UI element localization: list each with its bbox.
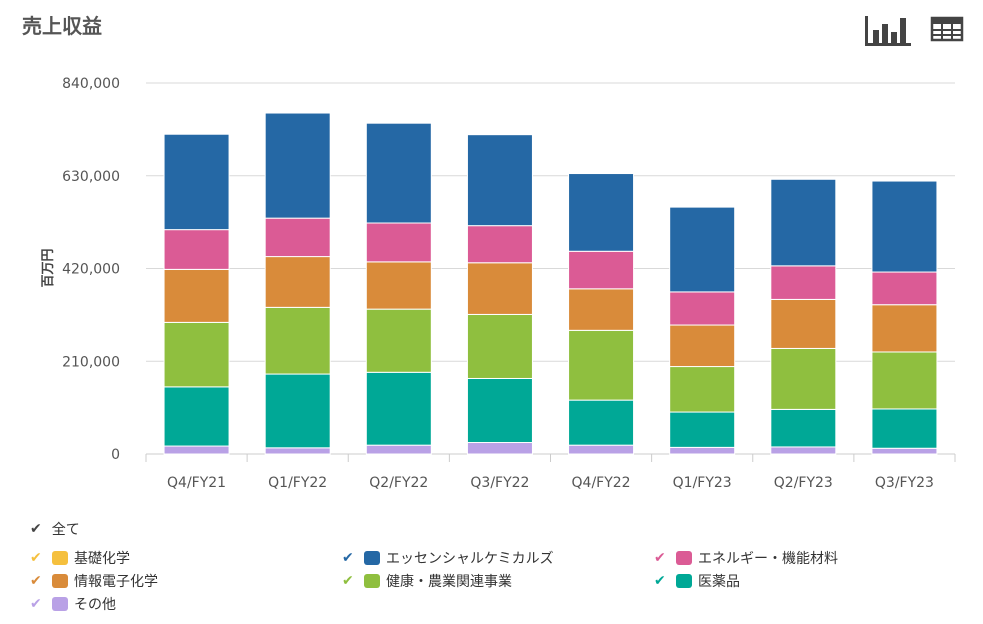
bar-segment: [466, 225, 533, 264]
legend-item[interactable]: ✔ 医薬品: [654, 571, 740, 591]
check-icon: ✔: [30, 521, 42, 537]
bar-segment: [466, 313, 533, 379]
bar-segment: [871, 351, 938, 410]
bar-segment: [669, 324, 736, 368]
bar-segment: [669, 206, 736, 293]
bar-segment: [669, 291, 736, 326]
x-tick-label: Q3/FY22: [470, 475, 529, 491]
check-icon: ✔: [342, 550, 354, 566]
bar-segment: [466, 442, 533, 455]
bar-segment: [163, 445, 230, 455]
legend-select-all[interactable]: ✔ 全て: [30, 519, 80, 539]
legend-item[interactable]: ✔ その他: [30, 594, 116, 614]
bar-segment: [264, 217, 331, 258]
y-axis-label: 百万円: [41, 248, 56, 287]
bar-segment: [568, 444, 635, 455]
bar-segment: [568, 288, 635, 331]
x-tick-label: Q4/FY21: [167, 475, 226, 491]
x-tick-label: Q1/FY22: [268, 475, 327, 491]
bar-segment: [770, 446, 837, 455]
bar-segment: [568, 250, 635, 290]
legend-item[interactable]: ✔ エッセンシャルケミカルズ: [342, 548, 554, 568]
legend-label: 医薬品: [698, 574, 740, 590]
check-icon: ✔: [30, 573, 42, 589]
bar-segment: [871, 304, 938, 353]
legend-swatch: [676, 551, 692, 565]
x-tick-label: Q4/FY22: [572, 475, 631, 491]
bar-segment: [669, 411, 736, 448]
check-icon: ✔: [30, 596, 42, 612]
bar-segment: [770, 265, 837, 300]
bar-segment: [466, 377, 533, 444]
legend-item[interactable]: ✔ 情報電子化学: [30, 571, 158, 591]
bar-segment: [264, 447, 331, 455]
table-view-button[interactable]: [924, 10, 968, 50]
bar-segment: [365, 308, 432, 373]
legend-swatch: [52, 574, 68, 588]
legend-label: その他: [74, 597, 116, 613]
legend-swatch: [364, 551, 380, 565]
legend-swatch: [52, 597, 68, 611]
bar-segment: [669, 446, 736, 455]
bar-segment: [163, 386, 230, 447]
page-title: 売上収益: [22, 14, 102, 38]
bar-segment: [669, 366, 736, 413]
legend-item[interactable]: ✔ エネルギー・機能材料: [654, 548, 838, 568]
legend-item[interactable]: ✔ 基礎化学: [30, 548, 130, 568]
x-tick-label: Q2/FY22: [369, 475, 428, 491]
legend-all-label: 全て: [51, 522, 80, 538]
table-icon: [930, 16, 964, 42]
bar-segment: [264, 112, 331, 219]
y-tick-label: 210,000: [62, 354, 120, 370]
y-tick-label: 0: [111, 447, 120, 463]
bar-segment: [365, 222, 432, 263]
bar-segment: [365, 444, 432, 455]
stacked-bar-chart: 0 210,000 420,000 630,000 840,000 百万円 Q4/FY21 Q…: [41, 76, 956, 491]
chart-view-button[interactable]: [860, 10, 912, 50]
check-icon: ✔: [342, 573, 354, 589]
bar-segment: [770, 298, 837, 349]
bar-chart-icon: [865, 16, 911, 46]
bar-segment: [365, 122, 432, 224]
bar-segment: [871, 408, 938, 449]
legend-swatch: [364, 574, 380, 588]
legend-swatch: [676, 574, 692, 588]
bar-segment: [568, 173, 635, 252]
bar-segment: [871, 447, 938, 455]
x-tick-label: Q1/FY23: [673, 475, 732, 491]
bar-segment: [264, 306, 331, 375]
y-tick-label: 630,000: [62, 169, 120, 185]
legend-swatch: [52, 551, 68, 565]
y-tick-label: 840,000: [62, 76, 120, 92]
legend-label: 基礎化学: [74, 551, 130, 567]
check-icon: ✔: [30, 550, 42, 566]
bar-segment: [568, 329, 635, 401]
legend-label: エッセンシャルケミカルズ: [386, 551, 554, 567]
legend-label: 健康・農業関連事業: [386, 574, 512, 590]
bar-segment: [770, 178, 837, 267]
x-tick-label: Q2/FY23: [774, 475, 833, 491]
legend-item[interactable]: ✔ 健康・農業関連事業: [342, 571, 512, 591]
bar-segment: [163, 321, 230, 388]
bar-segment: [871, 271, 938, 306]
bar-segment: [163, 229, 230, 270]
bar-segment: [365, 261, 432, 310]
bar-segment: [264, 373, 331, 449]
bar-segment: [568, 399, 635, 446]
bar-segment: [365, 371, 432, 446]
bar-segment: [163, 133, 230, 231]
bar-segment: [871, 180, 938, 273]
legend-label: エネルギー・機能材料: [698, 551, 838, 567]
check-icon: ✔: [654, 550, 666, 566]
check-icon: ✔: [654, 573, 666, 589]
y-tick-label: 420,000: [62, 262, 120, 278]
bar-segment: [770, 347, 837, 410]
bar-segment: [466, 262, 533, 315]
bar-segment: [770, 408, 837, 448]
legend-label: 情報電子化学: [74, 574, 158, 590]
bar-segment: [163, 268, 230, 323]
bar-segment: [264, 256, 331, 308]
x-tick-label: Q3/FY23: [875, 475, 934, 491]
bar-segment: [466, 134, 533, 227]
